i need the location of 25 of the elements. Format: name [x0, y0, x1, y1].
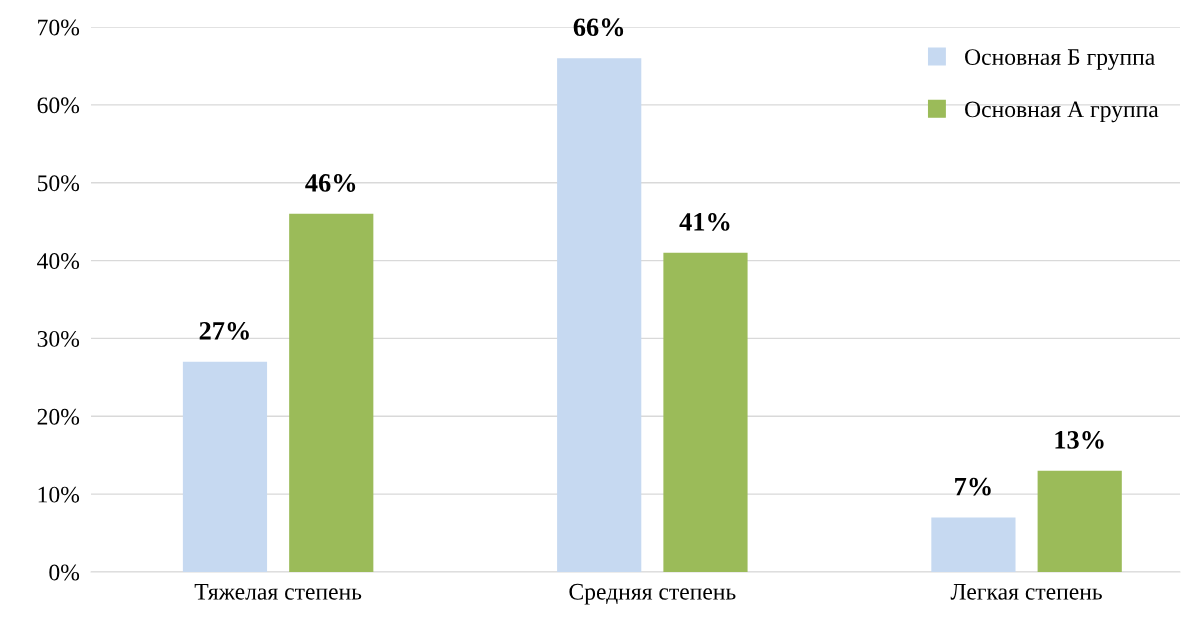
y-tick-label: 10%	[38, 486, 80, 503]
bar	[663, 252, 748, 572]
bar	[1037, 470, 1122, 572]
y-tick-label: 40%	[37, 253, 80, 270]
y-tick-label: 0%	[49, 564, 80, 581]
bar	[557, 58, 642, 572]
bar	[931, 517, 1016, 572]
data-label: 7%	[955, 477, 991, 496]
data-label: 27%	[199, 321, 249, 340]
y-tick-label: 60%	[37, 97, 80, 114]
data-label: 46%	[305, 174, 356, 192]
legend-label: Основная Б группа	[965, 49, 1155, 70]
x-tick-label: Тяжелая степень	[194, 584, 362, 600]
y-tick-label: 20%	[37, 408, 80, 425]
x-tick-label: Средняя степень	[569, 583, 736, 605]
bar	[289, 213, 374, 572]
data-label: 13%	[1055, 430, 1104, 449]
x-tick-label: Легкая степень	[950, 584, 1102, 600]
y-tick-label: 50%	[37, 175, 80, 192]
data-label: 41%	[679, 212, 730, 231]
legend-label: Основная А группа	[965, 101, 1159, 123]
bar	[182, 361, 268, 572]
y-tick-label: 30%	[37, 330, 80, 347]
y-tick-label: 70%	[38, 19, 80, 36]
data-label: 66%	[573, 18, 624, 37]
